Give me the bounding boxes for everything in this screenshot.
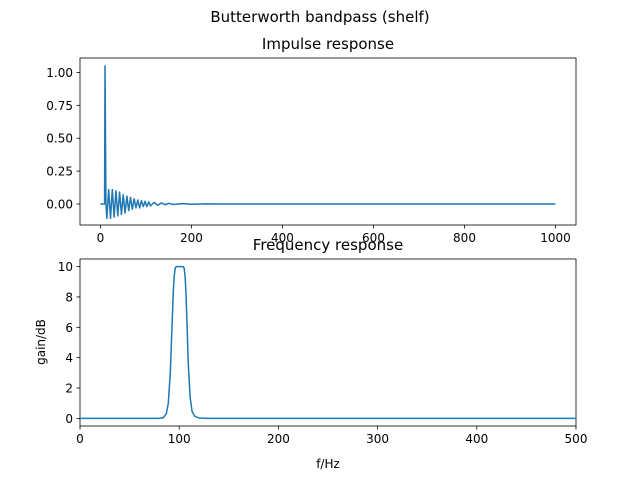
- frequency-response-y-tick-label: 6: [65, 321, 73, 335]
- frequency-response-x-axis-label: f/Hz: [316, 457, 340, 471]
- impulse-response-x-tick-label: 600: [362, 231, 385, 245]
- frequency-response-y-tick-label: 4: [65, 351, 73, 365]
- frequency-response-y-axis-label: gain/dB: [34, 319, 48, 365]
- frequency-response-x-tick-label: 100: [168, 432, 191, 446]
- impulse-response-x-tick-label: 0: [97, 231, 105, 245]
- frequency-response-x-tick-label: 400: [465, 432, 488, 446]
- frequency-response-x-ticks: 0 100 200 300 400 500: [76, 426, 587, 446]
- impulse-response-plot-area: [79, 57, 577, 226]
- impulse-response-y-tick-label: 0.75: [46, 99, 73, 113]
- impulse-response-y-ticks: 0.00 0.25 0.50 0.75 1.00: [46, 66, 80, 211]
- impulse-response-title: Impulse response: [262, 35, 394, 53]
- impulse-response-x-tick-label: 400: [271, 231, 294, 245]
- impulse-response-y-tick-label: 1.00: [46, 66, 73, 80]
- frequency-response-plot-area: [79, 258, 577, 427]
- impulse-response-y-tick-label: 0.50: [46, 132, 73, 146]
- impulse-response-x-tick-label: 800: [453, 231, 476, 245]
- impulse-response-y-tick-label: 0.25: [46, 165, 73, 179]
- impulse-response-x-tick-label: 200: [180, 231, 203, 245]
- figure-suptitle: Butterworth bandpass (shelf): [210, 8, 429, 26]
- impulse-response-x-tick-label: 1000: [540, 231, 571, 245]
- impulse-response-line: [100, 65, 556, 220]
- frequency-response-y-ticks: 0 2 4 6 8 10: [58, 260, 80, 426]
- impulse-response-axes: Impulse response 0 200 400 600 800 1000 0.000…: [46, 35, 577, 245]
- frequency-response-line: [80, 265, 576, 420]
- frequency-response-y-tick-label: 2: [65, 382, 73, 396]
- impulse-response-y-tick-label: 0.00: [46, 197, 73, 211]
- frequency-response-x-tick-label: 300: [366, 432, 389, 446]
- frequency-response-x-tick-label: 200: [267, 432, 290, 446]
- frequency-response-y-tick-label: 10: [58, 260, 73, 274]
- frequency-response-x-tick-label: 500: [565, 432, 588, 446]
- impulse-response-x-ticks: 0 200 400 600 800 1000: [97, 225, 571, 245]
- frequency-response-axes: 0 100 200 300 400 500 0 2 4 6 8 10 Frequency respo…: [34, 236, 587, 471]
- frequency-response-y-tick-label: 8: [65, 290, 73, 304]
- frequency-response-y-tick-label: 0: [65, 412, 73, 426]
- frequency-response-x-tick-label: 0: [76, 432, 84, 446]
- frequency-response-title: Frequency response: [253, 236, 403, 254]
